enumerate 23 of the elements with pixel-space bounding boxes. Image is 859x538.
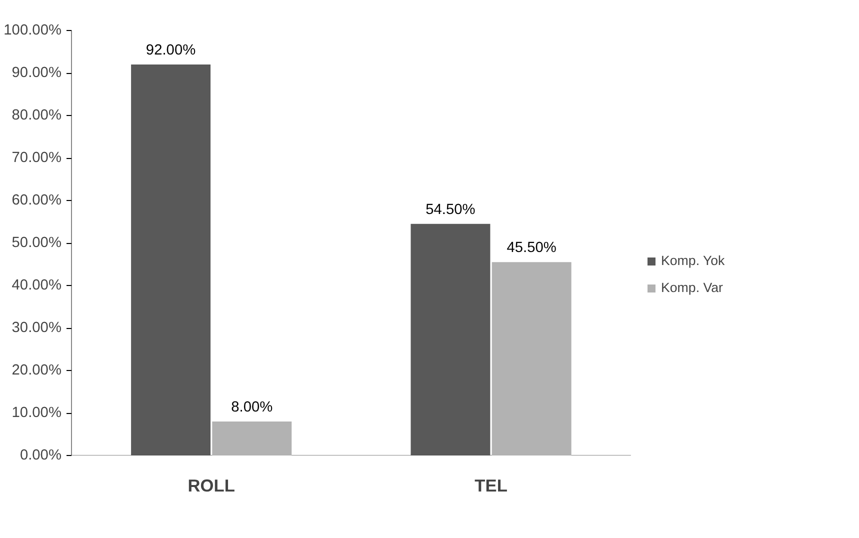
data-label: 92.00% xyxy=(146,42,196,58)
x-tick-label: TEL xyxy=(474,476,508,496)
bar xyxy=(131,64,211,456)
y-tick-label: 10.00% xyxy=(12,405,62,421)
y-tick-label: 50.00% xyxy=(12,235,62,251)
data-label: 45.50% xyxy=(506,240,556,256)
data-label: 54.50% xyxy=(426,202,476,218)
y-tick-label: 60.00% xyxy=(12,192,62,208)
y-tick-label: 20.00% xyxy=(12,362,62,378)
bar xyxy=(410,224,490,456)
data-label: 8.00% xyxy=(231,400,273,416)
y-tick-label: 30.00% xyxy=(12,320,62,336)
y-tick-label: 40.00% xyxy=(12,278,62,294)
legend-label: Komp. Yok xyxy=(661,253,725,268)
y-tick-label: 90.00% xyxy=(12,65,62,81)
bar xyxy=(212,422,292,456)
y-tick-label: 80.00% xyxy=(12,108,62,124)
legend-label: Komp. Var xyxy=(661,280,723,295)
y-tick-label: 70.00% xyxy=(12,150,62,166)
y-tick-label: 100.00% xyxy=(4,22,62,38)
bar xyxy=(492,262,572,456)
x-tick-label: ROLL xyxy=(188,476,236,496)
y-tick-label: 0.00% xyxy=(20,448,62,464)
